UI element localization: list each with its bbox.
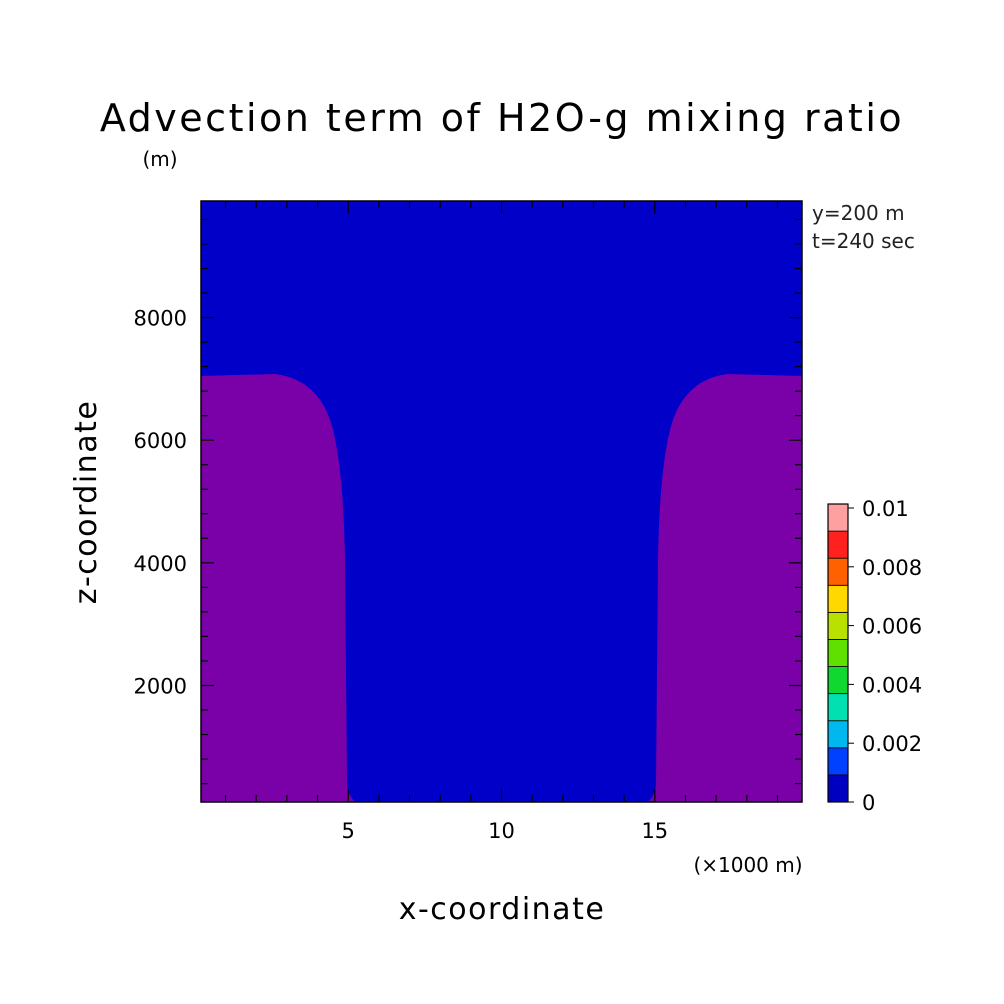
- y-tick-label: 6000: [134, 429, 187, 453]
- y-axis-title: z-coordinate: [69, 400, 104, 605]
- plot-area: [200, 200, 803, 803]
- x-tick-label: 10: [488, 819, 515, 843]
- colorbar-segment: [827, 557, 849, 586]
- colorbar-segment: [827, 530, 849, 559]
- y-tick-label: 8000: [134, 307, 187, 331]
- time-annotation: t=240 sec: [812, 229, 915, 253]
- y-unit-label: (m): [142, 147, 177, 171]
- colorbar-tick-label: 0.006: [862, 615, 922, 639]
- colorbar-segment: [827, 747, 849, 776]
- colorbar-segment: [827, 611, 849, 640]
- y-position-annotation: y=200 m: [812, 201, 905, 225]
- colorbar: 0 0.002 0.004 0.006 0.008 0.01: [827, 497, 922, 815]
- colorbar-tick-label: 0.004: [862, 673, 922, 697]
- colorbar-segment: [827, 720, 849, 749]
- x-axis-ticks: [224, 201, 779, 802]
- colorbar-frame: [827, 503, 849, 803]
- x-axis-title: x-coordinate: [399, 892, 606, 927]
- y-axis-ticks: [201, 218, 802, 785]
- colorbar-tick-label: 0: [862, 791, 875, 815]
- colorbar-segment: [827, 503, 849, 532]
- colorbar-tick-label: 0.002: [862, 732, 922, 756]
- colorbar-segment: [827, 774, 849, 803]
- y-tick-label: 2000: [134, 674, 187, 698]
- left-lobe: [201, 374, 356, 802]
- y-axis-tick-labels: 2000 4000 6000 8000: [134, 307, 187, 699]
- colorbar-segment: [827, 693, 849, 722]
- x-unit-label: (×1000 m): [693, 853, 802, 877]
- colorbar-segment: [827, 584, 849, 613]
- colorbar-tick-label: 0.008: [862, 556, 922, 580]
- chart-title: Advection term of H2O-g mixing ratio: [100, 96, 904, 140]
- colorbar-tick-label: 0.01: [862, 497, 909, 521]
- x-tick-label: 5: [341, 819, 354, 843]
- right-lobe: [647, 374, 802, 802]
- colorbar-segment: [827, 639, 849, 667]
- x-tick-label: 15: [641, 819, 668, 843]
- colorbar-segment: [827, 666, 849, 695]
- y-tick-label: 4000: [134, 552, 187, 576]
- x-axis-tick-labels: 5 10 15: [341, 819, 668, 843]
